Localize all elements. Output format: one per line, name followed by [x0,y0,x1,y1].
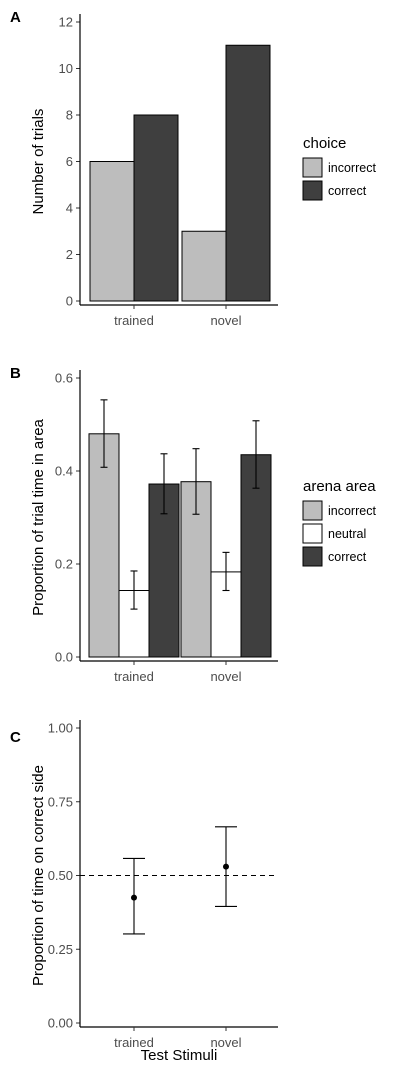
legend-label-neutral: neutral [328,527,366,541]
legend-label-incorrect: incorrect [328,504,376,518]
legend-label-correct: correct [328,184,367,198]
y-tick-label: 0.2 [55,557,73,572]
x-tick-label: trained [114,669,154,684]
x-tick-label: trained [114,313,154,328]
y-tick-label: 10 [59,61,73,76]
y-tick-label: 2 [66,247,73,262]
x-tick-label: novel [210,669,241,684]
y-tick-label: 0.6 [55,371,73,386]
y-axis-title: Proportion of time on correct side [30,765,47,986]
legend-title: choice [303,135,346,152]
bar-incorrect-novel [181,230,227,302]
y-tick-label: 0.4 [55,464,73,479]
y-tick-label: 4 [66,201,73,216]
bar-correct-trained [133,114,179,302]
y-tick-label: 0 [66,294,73,309]
panel-c-letter: C [10,729,21,746]
y-axis-title: Proportion of trial time in area [30,418,47,615]
x-tick-label: novel [210,1035,241,1050]
panel-b-letter: B [10,365,21,382]
legend-key-incorrect [302,500,323,521]
legend-key-correct [302,180,323,201]
y-tick-label: 0.0 [55,650,73,665]
bar-incorrect-trained [88,433,120,658]
bar-incorrect-trained [89,161,135,302]
x-axis-title: Test Stimuli [141,1047,218,1064]
legend-key-correct [302,546,323,567]
y-tick-label: 0.50 [48,868,73,883]
x-tick-label: novel [210,313,241,328]
y-axis-title: Number of trials [30,109,47,215]
y-tick-label: 6 [66,154,73,169]
panel-a-letter: A [10,9,21,26]
legend-key-incorrect [302,157,323,178]
x-tick-label: trained [114,1035,154,1050]
y-tick-label: 0.25 [48,942,73,957]
y-tick-label: 0.00 [48,1016,73,1031]
bar-correct-novel [225,44,271,302]
y-tick-label: 12 [59,15,73,30]
point-novel [223,863,229,870]
y-tick-label: 8 [66,108,73,123]
legend-title: arena area [303,478,376,495]
legend-key-neutral [302,523,323,544]
legend-label-incorrect: incorrect [328,161,376,175]
legend-label-correct: correct [328,550,367,564]
y-tick-label: 1.00 [48,721,73,736]
y-tick-label: 0.75 [48,794,73,809]
point-trained [131,894,137,901]
